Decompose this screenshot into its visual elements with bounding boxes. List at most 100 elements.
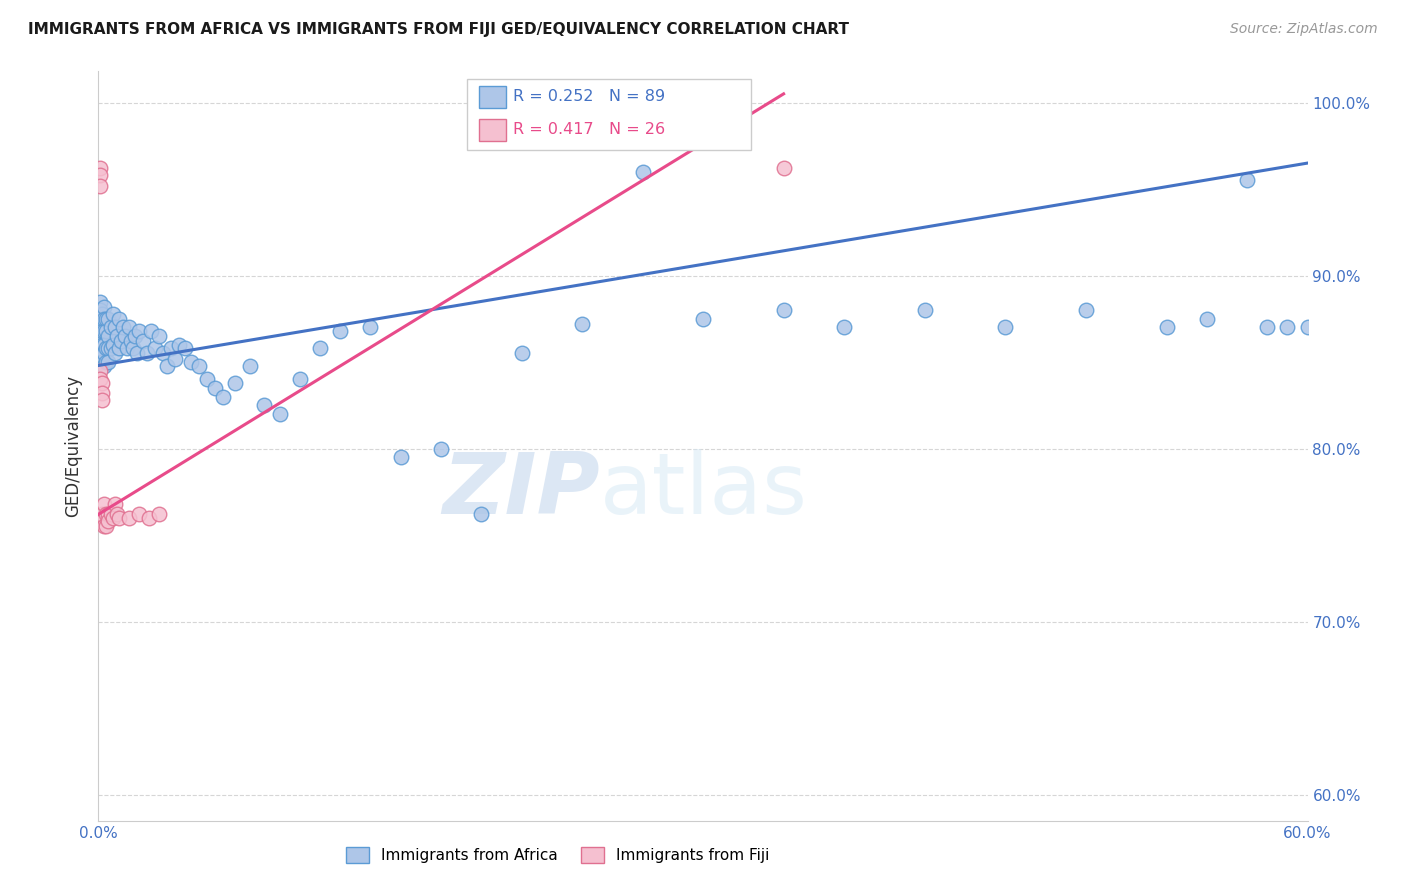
Point <box>91 346 114 360</box>
Point <box>631 165 654 179</box>
Point <box>1195 311 1218 326</box>
Point <box>89 364 111 378</box>
Point <box>139 324 162 338</box>
Point <box>93 359 115 373</box>
Point <box>288 372 311 386</box>
Point <box>103 497 125 511</box>
Point <box>91 376 114 390</box>
Point <box>91 508 114 522</box>
Point <box>93 497 115 511</box>
Point <box>156 359 179 373</box>
Point <box>1236 173 1258 187</box>
Point <box>160 341 183 355</box>
Text: IMMIGRANTS FROM AFRICA VS IMMIGRANTS FROM FIJI GED/EQUIVALENCY CORRELATION CHART: IMMIGRANTS FROM AFRICA VS IMMIGRANTS FRO… <box>28 22 849 37</box>
Point <box>103 320 125 334</box>
Point <box>224 376 246 390</box>
Point <box>96 341 118 355</box>
Point <box>89 294 111 309</box>
Point <box>124 329 146 343</box>
Point <box>128 324 150 338</box>
Point <box>118 320 141 334</box>
Point <box>89 311 111 326</box>
Point <box>91 324 114 338</box>
Legend: Immigrants from Africa, Immigrants from Fiji: Immigrants from Africa, Immigrants from … <box>340 841 776 869</box>
Point <box>389 450 412 465</box>
Text: R = 0.252   N = 89: R = 0.252 N = 89 <box>513 89 665 104</box>
Point <box>152 346 174 360</box>
Point <box>91 386 114 401</box>
Point <box>1296 320 1319 334</box>
Point <box>430 442 453 456</box>
Point <box>93 511 115 525</box>
Point <box>188 359 211 373</box>
Point <box>125 346 148 360</box>
Point <box>97 329 120 343</box>
Point <box>239 359 262 373</box>
Point <box>93 300 115 314</box>
Point <box>107 311 129 326</box>
Point <box>269 407 291 421</box>
Point <box>89 372 111 386</box>
Point <box>110 334 132 349</box>
Point <box>148 329 170 343</box>
Point <box>97 341 120 355</box>
Text: Source: ZipAtlas.com: Source: ZipAtlas.com <box>1230 22 1378 37</box>
Point <box>93 519 115 533</box>
Point <box>167 338 190 352</box>
Point <box>91 355 114 369</box>
Point <box>96 508 118 522</box>
Point <box>470 508 492 522</box>
Point <box>253 398 276 412</box>
Point <box>89 334 111 349</box>
Point <box>1398 320 1406 334</box>
Point <box>89 178 111 193</box>
Point <box>105 329 128 343</box>
Point <box>89 168 111 182</box>
Point <box>101 307 124 321</box>
Point <box>1156 320 1178 334</box>
Point <box>100 508 122 522</box>
Point <box>118 511 141 525</box>
FancyBboxPatch shape <box>479 86 506 108</box>
Point <box>96 324 118 338</box>
Point <box>93 338 115 352</box>
Point <box>132 334 155 349</box>
Point <box>111 320 134 334</box>
Point <box>107 341 129 355</box>
Point <box>93 346 115 360</box>
Point <box>96 355 118 369</box>
Point <box>96 311 118 326</box>
Point <box>100 320 122 334</box>
Point <box>115 341 138 355</box>
Point <box>105 508 128 522</box>
Point <box>121 341 143 355</box>
Point <box>994 320 1017 334</box>
Point <box>96 519 118 533</box>
Point <box>143 341 166 355</box>
Point <box>914 303 936 318</box>
Point <box>97 311 120 326</box>
Y-axis label: GED/Equivalency: GED/Equivalency <box>65 375 83 517</box>
Point <box>103 346 125 360</box>
Point <box>91 338 114 352</box>
Point <box>174 341 197 355</box>
Point <box>91 393 114 408</box>
Point <box>135 346 157 360</box>
Point <box>571 317 593 331</box>
Point <box>89 161 111 176</box>
Point <box>510 346 533 360</box>
Point <box>101 511 124 525</box>
Point <box>195 372 218 386</box>
Point <box>1277 320 1299 334</box>
Point <box>120 334 142 349</box>
Point <box>772 161 794 176</box>
Point <box>832 320 855 334</box>
Point <box>1256 320 1278 334</box>
FancyBboxPatch shape <box>467 78 751 150</box>
Text: R = 0.417   N = 26: R = 0.417 N = 26 <box>513 122 665 137</box>
Point <box>97 514 120 528</box>
Text: ZIP: ZIP <box>443 450 600 533</box>
Point <box>114 329 136 343</box>
Point <box>204 381 226 395</box>
Point <box>101 338 124 352</box>
